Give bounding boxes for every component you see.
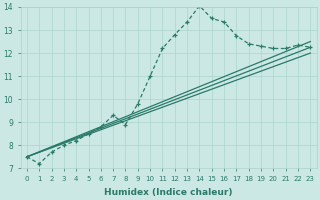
X-axis label: Humidex (Indice chaleur): Humidex (Indice chaleur)	[104, 188, 233, 197]
